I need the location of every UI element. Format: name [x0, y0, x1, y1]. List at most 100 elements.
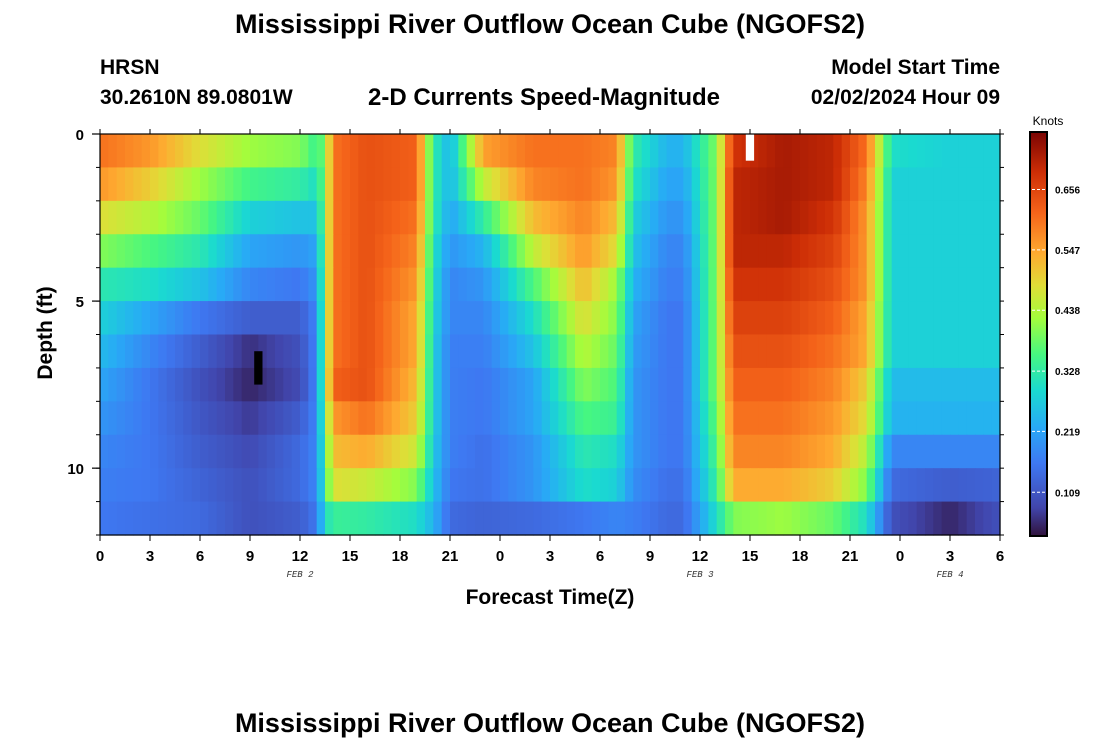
heatmap-cell [333, 134, 343, 169]
heatmap-cell [650, 367, 659, 402]
heatmap-cell [550, 234, 559, 269]
heatmap-cell [750, 134, 759, 169]
heatmap-cell [491, 334, 501, 369]
heatmap-cell [591, 234, 601, 269]
heatmap-cell [416, 501, 426, 536]
heatmap-cell [658, 401, 668, 436]
heatmap-cell [841, 134, 851, 169]
heatmap-cell [175, 301, 184, 336]
heatmap-cell [750, 501, 759, 536]
heatmap-cell [283, 334, 293, 369]
heatmap-cell [883, 434, 893, 469]
heatmap-cell [933, 468, 943, 503]
heatmap-cell [558, 334, 568, 369]
heatmap-cell [525, 234, 534, 269]
y-tick-label: 0 [76, 127, 84, 144]
heatmap-cell [458, 468, 468, 503]
heatmap-cell [983, 234, 993, 269]
heatmap-cell [616, 134, 626, 169]
heatmap-cell [100, 401, 109, 436]
heatmap-cell [266, 501, 276, 536]
heatmap-cell [841, 234, 851, 269]
heatmap-cell [133, 434, 143, 469]
heatmap-cell [733, 234, 743, 269]
heatmap-cell [475, 267, 484, 302]
heatmap-cell [258, 301, 268, 336]
heatmap-cell [583, 200, 593, 235]
heatmap-cell [650, 200, 659, 235]
heatmap-cell [341, 401, 351, 436]
heatmap-cell [666, 234, 676, 269]
heatmap-cell [141, 501, 151, 536]
heatmap-cell [400, 334, 409, 369]
heatmap-cell [466, 334, 476, 369]
colorbar: 0.109 0.219 0.328 0.438 0.547 0.656 [1029, 131, 1080, 537]
heatmap-cell [441, 200, 451, 235]
heatmap-cell [758, 267, 768, 302]
heatmap-cell [716, 200, 726, 235]
heatmap-cell [391, 334, 401, 369]
heatmap-cell [941, 301, 951, 336]
heatmap-cell [316, 234, 326, 269]
heatmap-cell [191, 301, 201, 336]
heatmap-cell [408, 134, 418, 169]
heatmap-cell [308, 367, 318, 402]
heatmap-cell [450, 134, 459, 169]
heatmap-cell [858, 401, 868, 436]
heatmap-cell [583, 367, 593, 402]
heatmap-cell [766, 234, 776, 269]
heatmap-cell [683, 301, 693, 336]
x-tick-label: 15 [342, 548, 359, 565]
heatmap-cell [508, 468, 518, 503]
heatmap-cell [208, 134, 218, 169]
heatmap-cell [491, 167, 501, 202]
heatmap-cell [566, 234, 576, 269]
heatmap-cell [941, 234, 951, 269]
heatmap-cell [366, 134, 376, 169]
heatmap-cell [900, 301, 909, 336]
heatmap-cell [325, 200, 334, 235]
heatmap-cell [125, 434, 134, 469]
heatmap-cell [341, 267, 351, 302]
heatmap-cell [866, 134, 876, 169]
heatmap-cell [216, 134, 226, 169]
heatmap-cell [266, 267, 276, 302]
heatmap-cell [700, 234, 709, 269]
heatmap-cell [758, 200, 768, 235]
x-tick-label: 21 [842, 548, 859, 565]
heatmap-cell [375, 134, 384, 169]
heatmap-cell [975, 200, 984, 235]
heatmap-cell [408, 501, 418, 536]
heatmap-cell [791, 167, 801, 202]
heatmap-cell [691, 501, 701, 536]
heatmap-cell [616, 468, 626, 503]
heatmap-cell [325, 434, 334, 469]
heatmap-cell [825, 200, 834, 235]
heatmap-cell [116, 401, 126, 436]
heatmap-cell [783, 468, 793, 503]
heatmap-cell [533, 468, 543, 503]
heatmap-cell [241, 267, 251, 302]
heatmap-cell [950, 234, 959, 269]
heatmap-cell [150, 367, 159, 402]
heatmap-cell [808, 367, 818, 402]
heatmap-cell [966, 167, 976, 202]
heatmap-cell [416, 134, 426, 169]
heatmap-cell [358, 434, 368, 469]
heatmap-cell [691, 200, 701, 235]
heatmap-cell [558, 234, 568, 269]
heatmap-cell [541, 367, 551, 402]
heatmap-cell [183, 234, 193, 269]
heatmap-cell [950, 200, 959, 235]
heatmap-cell [191, 468, 201, 503]
heatmap-cell [133, 468, 143, 503]
heatmap-cell [775, 234, 784, 269]
heatmap-cell [625, 267, 634, 302]
heatmap-cell [816, 501, 826, 536]
heatmap-cell [958, 167, 968, 202]
heatmap-cell [991, 134, 1001, 169]
heatmap-cell [341, 468, 351, 503]
heatmap-cell [158, 301, 168, 336]
heatmap-cell [758, 501, 768, 536]
heatmap-cell [250, 501, 259, 536]
